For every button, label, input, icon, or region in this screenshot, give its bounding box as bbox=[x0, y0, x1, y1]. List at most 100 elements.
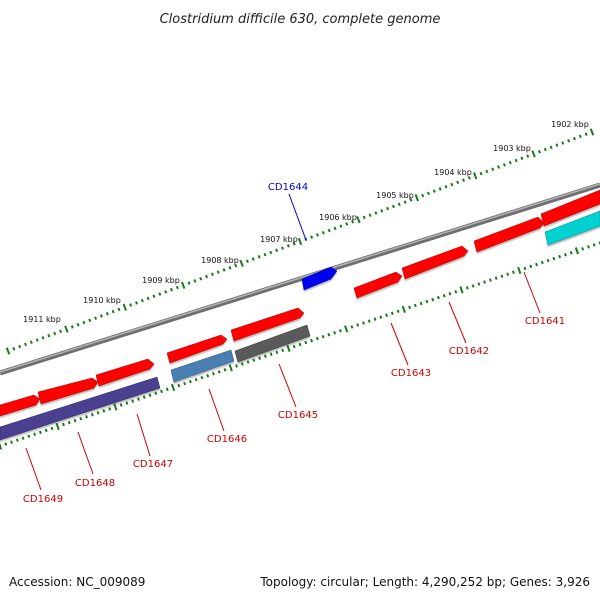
inner-scale-tick bbox=[183, 381, 187, 386]
inner-scale-tick bbox=[188, 379, 192, 384]
inner-scale-tick bbox=[506, 272, 510, 276]
outer-scale-tick bbox=[584, 132, 588, 136]
outer-scale-tick bbox=[239, 259, 244, 268]
inner-scale-tick bbox=[177, 383, 181, 388]
inner-scale-tick bbox=[275, 350, 279, 355]
kbp-label-1907: 1907 kbp bbox=[260, 235, 298, 244]
outer-scale-tick bbox=[292, 241, 296, 246]
inner-scale-tick bbox=[396, 309, 400, 314]
outer-scale-tick bbox=[94, 316, 98, 320]
inner-scale-tick bbox=[160, 389, 163, 394]
inner-scale-tick bbox=[79, 416, 83, 421]
outer-scale-tick bbox=[485, 169, 489, 174]
gene-cd1647-arrow[interactable] bbox=[95, 358, 155, 387]
inner-scale-tick bbox=[125, 401, 129, 405]
inner-scale-tick bbox=[385, 313, 388, 317]
outer-scale-tick bbox=[467, 176, 471, 180]
outer-scale-tick bbox=[414, 194, 419, 202]
outer-scale-tick bbox=[555, 143, 559, 147]
gene-features bbox=[0, 189, 600, 417]
inner-scale-tick bbox=[494, 276, 498, 280]
inner-scale-tick bbox=[281, 348, 285, 353]
outer-scale-tick bbox=[549, 145, 553, 150]
inner-scale-tick bbox=[344, 325, 349, 333]
gene-label-cd1641[interactable]: CD1641 bbox=[525, 316, 565, 327]
outer-scale-tick bbox=[427, 191, 430, 196]
inner-scale-tick bbox=[413, 303, 417, 308]
inner-scale-tick bbox=[367, 319, 371, 323]
inner-scale-tick bbox=[419, 301, 423, 306]
gene-cd1645-arrow[interactable] bbox=[230, 307, 305, 342]
outer-scale-tick bbox=[12, 347, 16, 351]
gene-label-cd1647[interactable]: CD1647 bbox=[133, 459, 173, 470]
outer-scale-tick bbox=[333, 226, 337, 231]
inner-scale-tick bbox=[459, 286, 464, 294]
block-cyan[interactable] bbox=[544, 210, 600, 246]
outer-scale-tick bbox=[269, 250, 273, 255]
inner-scale-tick bbox=[592, 243, 596, 247]
gene-label-cd1648[interactable]: CD1648 bbox=[75, 478, 115, 489]
inner-scale-tick bbox=[73, 418, 77, 423]
gene-label-cd1644[interactable]: CD1644 bbox=[268, 182, 308, 193]
inner-scale-tick bbox=[587, 245, 590, 249]
kbp-label-1909: 1909 kbp bbox=[142, 276, 180, 285]
gene-cd1642b-arrow[interactable] bbox=[401, 245, 469, 280]
kbp-labels: 1902 kbp 1903 kbp 1904 kbp 1905 kbp 1906… bbox=[23, 120, 589, 324]
outer-scale-tick bbox=[99, 314, 103, 318]
inner-scale-tick bbox=[4, 442, 8, 446]
gene-cd1646-arrow[interactable] bbox=[166, 334, 228, 364]
gene-label-cd1646[interactable]: CD1646 bbox=[207, 434, 247, 445]
gene-label-cd1645[interactable]: CD1645 bbox=[278, 410, 318, 421]
inner-scale-tick bbox=[448, 292, 452, 296]
gene-label-cd1649[interactable]: CD1649 bbox=[23, 494, 63, 505]
gene-cd1642-arrow[interactable] bbox=[473, 216, 545, 253]
gene-cd1648-arrow[interactable] bbox=[37, 377, 99, 405]
block-slate[interactable] bbox=[0, 376, 161, 441]
inner-scale-tick bbox=[148, 393, 152, 397]
outer-scale-tick bbox=[64, 325, 69, 333]
inner-scale-tick bbox=[350, 325, 354, 329]
gene-cd1643-arrow[interactable] bbox=[353, 271, 403, 299]
leader-lines bbox=[25, 193, 541, 491]
outer-scale-tick bbox=[193, 279, 197, 283]
inner-scale-tick bbox=[165, 387, 169, 392]
gene-labels: CD1641 CD1642 CD1643 CD1644 CD1645 CD164… bbox=[23, 182, 565, 505]
gene-cd1644-arrow[interactable] bbox=[301, 266, 338, 291]
outer-scale-tick bbox=[403, 200, 407, 204]
inner-scale-tick bbox=[154, 391, 158, 396]
block-gray[interactable] bbox=[234, 324, 311, 363]
inner-scale-tick bbox=[471, 284, 475, 288]
inner-scale-tick bbox=[401, 305, 406, 314]
outer-scale-tick bbox=[450, 182, 454, 187]
outer-scale-tick bbox=[234, 263, 238, 268]
outer-scale-tick bbox=[374, 211, 378, 215]
gene-label-cd1642[interactable]: CD1642 bbox=[449, 346, 489, 357]
inner-scale-tick bbox=[137, 397, 140, 401]
outer-scale-tick bbox=[117, 307, 121, 312]
outer-scale-tick bbox=[345, 222, 349, 226]
outer-scale-tick bbox=[421, 193, 425, 198]
kbp-label-1904: 1904 kbp bbox=[434, 168, 472, 177]
outer-scale-tick bbox=[316, 233, 319, 237]
outer-scale-tick bbox=[531, 150, 536, 158]
outer-scale-tick bbox=[567, 139, 571, 143]
outer-scale-tick bbox=[82, 320, 86, 325]
outer-scale-tick bbox=[140, 298, 144, 303]
outer-scale-tick bbox=[310, 235, 314, 239]
inner-scale-tick bbox=[10, 440, 13, 444]
inner-scale bbox=[0, 241, 600, 450]
outer-scale-tick bbox=[589, 128, 595, 136]
topology-text: Topology: circular; Length: 4,290,252 bp… bbox=[259, 575, 590, 589]
inner-scale-tick bbox=[113, 403, 118, 411]
outer-scale-tick bbox=[146, 296, 150, 301]
inner-scale-tick bbox=[454, 290, 458, 294]
outer-scale-tick bbox=[444, 184, 448, 189]
inner-scale-tick bbox=[431, 297, 435, 302]
kbp-label-1906: 1906 kbp bbox=[319, 213, 357, 222]
outer-scale-tick bbox=[88, 318, 92, 323]
gene-label-cd1643[interactable]: CD1643 bbox=[391, 368, 431, 379]
inner-scale-tick bbox=[44, 428, 48, 433]
inner-scale-tick bbox=[90, 413, 94, 417]
block-steel[interactable] bbox=[170, 349, 235, 383]
gene-cd1649-arrow[interactable] bbox=[0, 394, 41, 417]
